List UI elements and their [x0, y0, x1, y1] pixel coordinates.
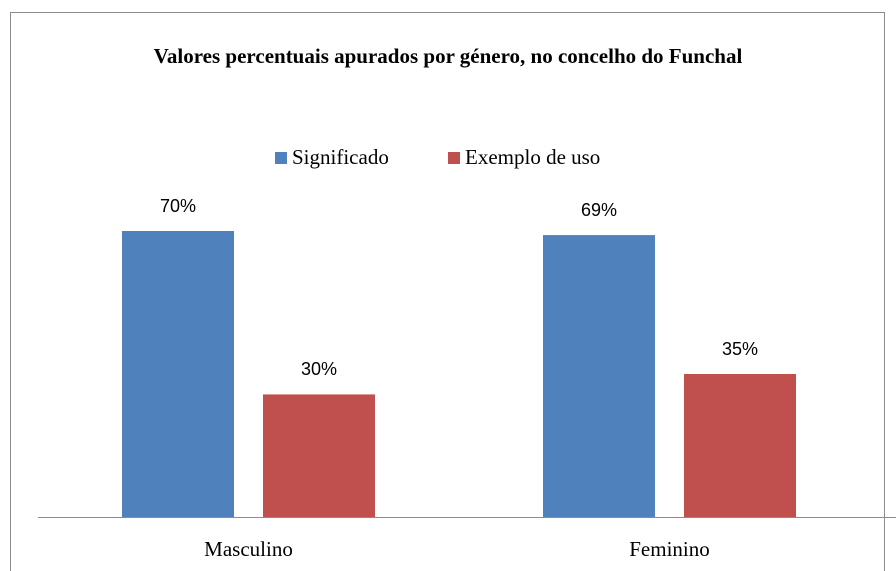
data-label: 69%	[581, 200, 617, 220]
bar	[263, 394, 375, 517]
x-tick-label: Feminino	[629, 537, 710, 561]
chart-title: Valores percentuais apurados por género,…	[153, 44, 743, 68]
legend-swatch	[448, 152, 460, 164]
x-tick-label: Masculino	[204, 537, 293, 561]
legend-label: Exemplo de uso	[465, 145, 600, 169]
legend-label: Significado	[292, 145, 389, 169]
bar	[684, 374, 796, 517]
chart-border	[10, 12, 885, 571]
data-label: 35%	[722, 339, 758, 359]
bar	[543, 235, 655, 518]
data-label: 70%	[160, 196, 196, 216]
legend-swatch	[275, 152, 287, 164]
data-label: 30%	[301, 359, 337, 379]
bar	[122, 231, 234, 517]
